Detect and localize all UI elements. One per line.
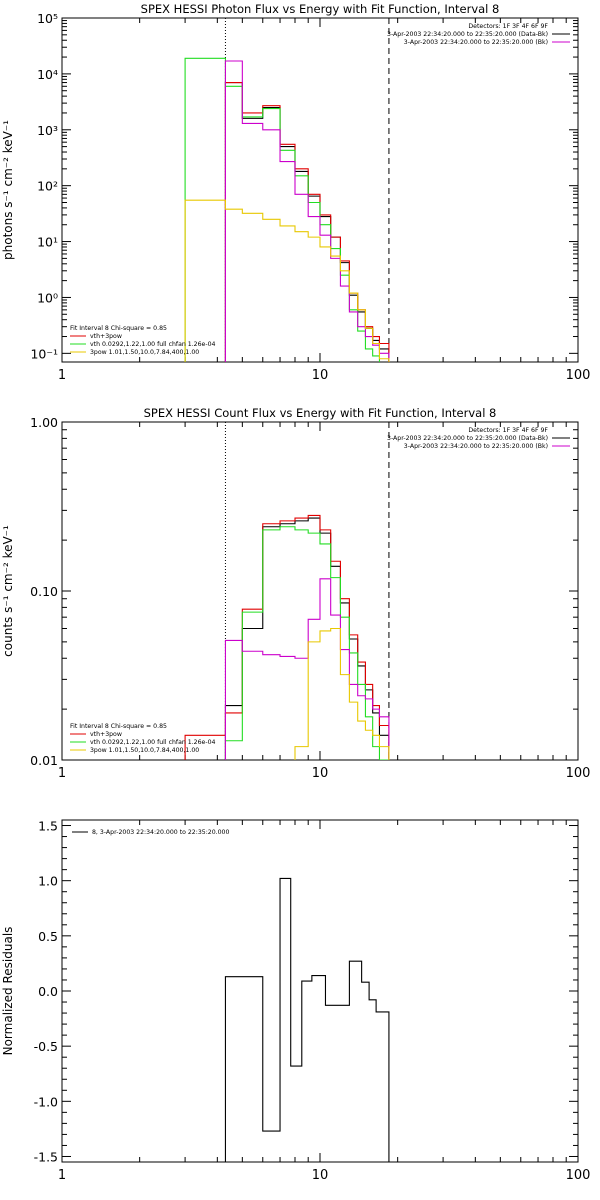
legend-bottom-left-entry: vth+3pow — [90, 333, 122, 340]
y-axis-label: counts s⁻¹ cm⁻² keV⁻¹ — [1, 525, 15, 657]
y-tick-label: 0.10 — [30, 584, 58, 599]
series-3pow-a--line — [224, 60, 390, 362]
x-tick-label: 10 — [312, 766, 329, 781]
series-data-bk-line — [224, 81, 390, 362]
y-tick-label: 10⁵ — [37, 11, 58, 26]
y-tick-label: 1.5 — [38, 819, 58, 834]
y-tick-label: 0.0 — [38, 984, 58, 999]
residuals-panel: Normalized Residuals 1 10 100 -1.5 -1.0 -0.5 0.… — [1, 819, 590, 1183]
y-tick-label: -0.5 — [34, 1039, 58, 1054]
legend-top-right-entry: Detectors: 1F 3F 4F 6F 9F — [468, 427, 548, 434]
series-3pow-line — [294, 627, 390, 760]
legend-top-right-entry: 3-Apr-2003 22:34:20.000 to 22:35:20.000 … — [404, 443, 548, 450]
y-tick-label: -1.5 — [34, 1149, 58, 1164]
series-vth-line — [224, 526, 390, 760]
legend-top-left-entry: 8, 3-Apr-2003 22:34:20.000 to 22:35:20.0… — [92, 829, 229, 836]
plot-frame — [61, 819, 579, 1163]
x-tick-label: 100 — [566, 766, 591, 781]
y-tick-label: 10⁰ — [37, 290, 58, 305]
legend-bottom-left-entry: vth+3pow — [90, 731, 122, 738]
y-axis-label: Normalized Residuals — [1, 927, 15, 1056]
y-tick-label: 0.5 — [38, 929, 58, 944]
series-vth-line — [184, 57, 381, 362]
x-tick-label: 10 — [312, 368, 329, 383]
legend-bottom-left-entry: 3pow 1.01,1.50,10.0,7.84,400,1.00 — [90, 349, 199, 356]
y-tick-label: 10² — [37, 179, 58, 194]
legend-top-right-entry: 3-Apr-2003 22:34:20.000 to 22:35:20.000 … — [387, 31, 548, 38]
count-flux-panel: SPEX HESSI Count Flux vs Energy with Fit… — [1, 406, 590, 781]
x-tick-label: 100 — [566, 368, 591, 383]
plot-frame — [61, 17, 579, 363]
legend-bottom-left-entry: Fit Interval 8 Chi-square = 0.85 — [70, 325, 167, 332]
photon-flux-panel: SPEX HESSI Photon Flux vs Energy with Fi… — [1, 2, 590, 383]
legend-top-right-entry: Detectors: 1F 3F 4F 6F 9F — [468, 23, 548, 30]
x-tick-label: 1 — [58, 1168, 66, 1183]
series-data-bk-line — [224, 517, 390, 760]
y-tick-label: 10³ — [37, 123, 58, 138]
legend-bottom-left-entry: vth 0.0292,1.22,1.00 full chfan 1.26e-04 — [90, 739, 216, 746]
series-vth-3pow-line — [224, 81, 390, 362]
series-vth-3pow-line — [184, 514, 390, 760]
y-tick-label: 10¹ — [37, 235, 58, 250]
x-tick-label: 10 — [312, 1168, 329, 1183]
x-tick-label: 1 — [58, 368, 66, 383]
y-axis-label: photons s⁻¹ cm⁻² keV⁻¹ — [1, 120, 15, 260]
legend-bottom-left-entry: vth 0.0292,1.22,1.00 full chfan 1.26e-04 — [90, 341, 216, 348]
series-3pow-line — [184, 199, 390, 362]
y-tick-label: 0.01 — [30, 753, 58, 768]
series-8-line — [224, 877, 390, 1162]
x-tick-label: 100 — [566, 1168, 591, 1183]
y-tick-label: 1.00 — [30, 415, 58, 430]
y-tick-label: 1.0 — [38, 874, 58, 889]
chart-title: SPEX HESSI Photon Flux vs Energy with Fi… — [141, 2, 500, 16]
x-tick-label: 1 — [58, 766, 66, 781]
legend-top-right-entry: 3-Apr-2003 22:34:20.000 to 22:35:20.000 … — [387, 435, 548, 442]
y-tick-label: -1.0 — [34, 1094, 58, 1109]
legend-bottom-left-entry: Fit Interval 8 Chi-square = 0.85 — [70, 723, 167, 730]
legend-bottom-left-entry: 3pow 1.01,1.50,10.0,7.84,400,1.00 — [90, 747, 199, 754]
legend-top-right-entry: 3-Apr-2003 22:34:20.000 to 22:35:20.000 … — [404, 39, 548, 46]
series-3pow-a--line — [224, 578, 390, 760]
chart-title: SPEX HESSI Count Flux vs Energy with Fit… — [144, 406, 497, 420]
y-tick-label: 10⁴ — [37, 67, 58, 82]
y-tick-label: 10⁻¹ — [30, 346, 58, 361]
